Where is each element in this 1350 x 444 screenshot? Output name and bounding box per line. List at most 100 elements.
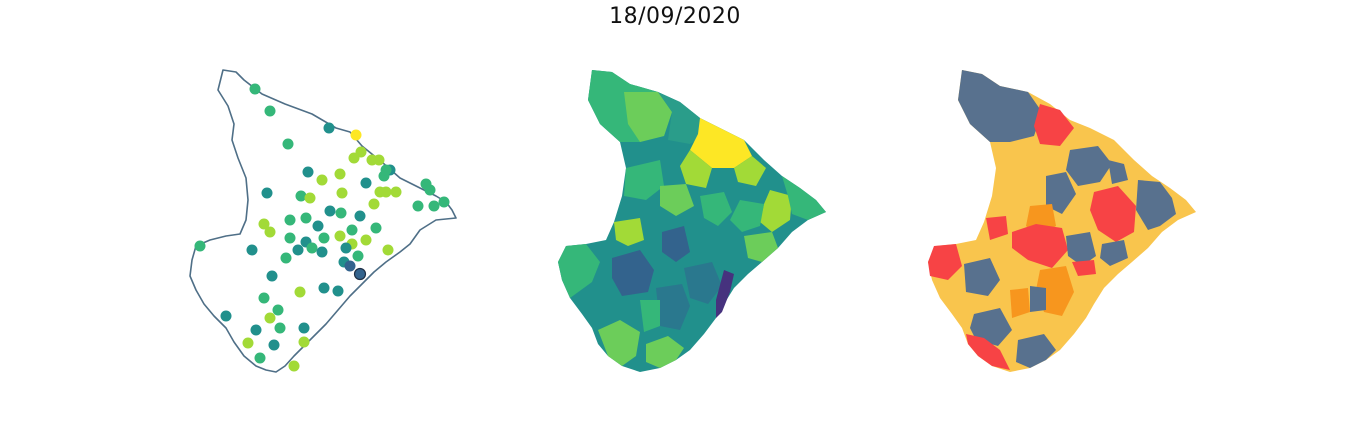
- point-marker: [298, 336, 310, 348]
- point-marker: [412, 200, 424, 212]
- point-marker: [300, 212, 312, 224]
- region-dark-b: [612, 250, 654, 296]
- point-marker: [306, 242, 318, 254]
- point-marker: [220, 310, 232, 322]
- point-marker: [274, 322, 286, 334]
- point-marker: [382, 244, 394, 256]
- region-lime-c: [760, 190, 792, 232]
- point-marker: [284, 232, 296, 244]
- class-red-w: [928, 244, 962, 280]
- continuous-choropleth: [558, 70, 826, 372]
- region-lightgreen-d: [744, 232, 778, 262]
- class-base: [928, 70, 1196, 372]
- class-red-c: [1012, 224, 1068, 268]
- points-layer: [194, 83, 450, 372]
- point-marker: [390, 186, 402, 198]
- region-green-f: [640, 300, 660, 332]
- point-marker: [282, 138, 294, 150]
- class-red-e: [1090, 186, 1136, 242]
- point-marker: [258, 218, 270, 230]
- class-red-s: [966, 334, 1010, 370]
- point-marker: [316, 174, 328, 186]
- class-blue-ne: [1136, 180, 1176, 230]
- region-lightgreen-c: [660, 184, 694, 216]
- class-blue-c1: [1066, 146, 1112, 186]
- point-marker: [318, 232, 330, 244]
- point-marker: [268, 339, 280, 351]
- point-marker: [272, 304, 284, 316]
- class-blue-s2: [970, 308, 1012, 346]
- region-dark-c: [684, 262, 722, 304]
- point-marker: [254, 352, 266, 364]
- class-blue-c3: [1066, 232, 1096, 266]
- point-marker: [284, 214, 296, 226]
- point-marker: [261, 187, 273, 199]
- point-marker: [334, 168, 346, 180]
- point-marker: [266, 270, 278, 282]
- class-blue-nw: [958, 70, 1042, 142]
- class-orange-c2: [1010, 288, 1030, 318]
- point-marker: [380, 186, 392, 198]
- point-marker: [246, 244, 258, 256]
- point-marker: [194, 240, 206, 252]
- region-lightgreen-a: [598, 320, 640, 366]
- page-title: 18/09/2020: [609, 4, 741, 29]
- point-marker: [428, 200, 440, 212]
- region-base: [558, 70, 826, 372]
- point-marker: [370, 222, 382, 234]
- point-marker: [360, 177, 372, 189]
- point-marker: [298, 322, 310, 334]
- point-marker: [346, 224, 358, 236]
- point-marker: [242, 337, 254, 349]
- region-green-d: [558, 244, 600, 298]
- point-marker: [264, 105, 276, 117]
- region-lime-d: [614, 218, 644, 246]
- point-marker: [332, 285, 344, 297]
- point-marker: [295, 190, 307, 202]
- class-red-n: [1034, 104, 1074, 146]
- point-marker: [424, 184, 436, 196]
- point-marker: [335, 207, 347, 219]
- region-green-c: [730, 200, 764, 232]
- point-marker: [438, 196, 450, 208]
- class-red-w2: [986, 216, 1008, 240]
- point-marker: [344, 260, 356, 272]
- region-nw2: [624, 92, 672, 142]
- point-marker: [312, 220, 324, 232]
- class-blue-c4: [1100, 240, 1128, 266]
- point-marker: [292, 244, 304, 256]
- class-blue-s1: [1030, 286, 1046, 312]
- point-marker: [264, 312, 276, 324]
- region-lime-b: [734, 156, 766, 186]
- region-green-b: [782, 176, 826, 220]
- point-marker: [373, 154, 385, 166]
- point-marker: [340, 242, 352, 254]
- point-marker: [323, 122, 335, 134]
- region-dark-a: [662, 226, 690, 262]
- class-blue-c2: [1046, 172, 1076, 214]
- class-blue-s3: [1016, 334, 1056, 368]
- point-marker: [280, 252, 292, 264]
- region-lime-a: [680, 150, 712, 188]
- region-green-a: [624, 160, 664, 200]
- point-marker: [354, 210, 366, 222]
- region-lightgreen-b: [646, 336, 684, 368]
- point-marker: [334, 230, 346, 242]
- point-marker: [352, 250, 364, 262]
- point-marker: [304, 192, 316, 204]
- region-yellow: [690, 118, 752, 168]
- point-marker: [324, 205, 336, 217]
- region-dark-d: [656, 284, 690, 330]
- point-marker: [380, 164, 392, 176]
- point-marker: [316, 246, 328, 258]
- point-marker: [360, 234, 372, 246]
- point-marker: [294, 286, 306, 298]
- point-marker: [336, 187, 348, 199]
- point-marker: [288, 360, 300, 372]
- point-marker: [250, 324, 262, 336]
- class-blue-e2: [1108, 160, 1128, 184]
- point-map: [189, 69, 457, 373]
- point-marker: [302, 166, 314, 178]
- point-marker: [264, 226, 276, 238]
